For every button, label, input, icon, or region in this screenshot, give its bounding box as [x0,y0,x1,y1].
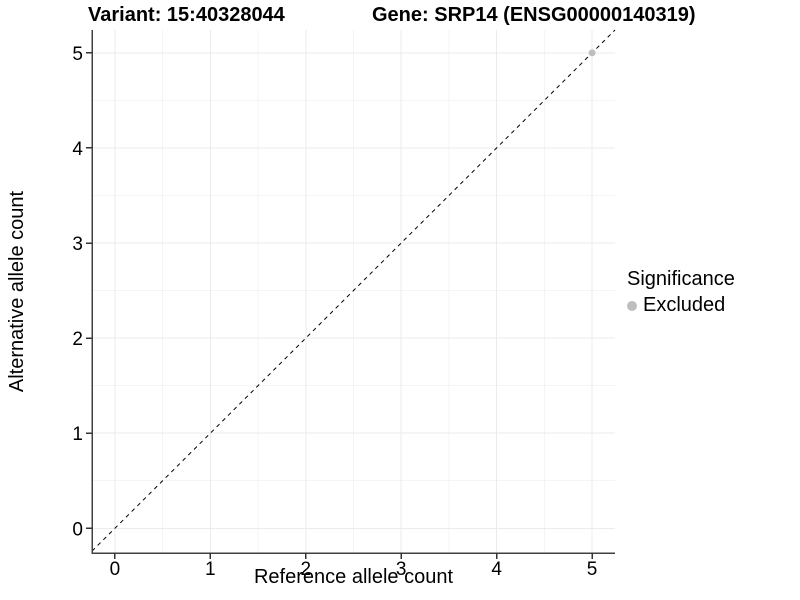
plot-title-variant: Variant: 15:40328044 [88,4,285,26]
legend-entry-label: Excluded [643,294,726,316]
x-tick-label: 4 [491,559,502,580]
y-tick-label: 0 [72,519,83,540]
identity-line [91,29,616,552]
y-tick-label: 1 [72,424,83,445]
x-tick-label: 1 [205,559,216,580]
legend-title: Significance [627,268,735,290]
legend-entry-excluded: Excluded [627,294,735,317]
x-axis-title: Reference allele count [253,566,453,588]
y-axis-title: Alternative allele count [6,190,28,393]
y-tick-label: 2 [72,329,83,350]
plot-title-gene: Gene: SRP14 (ENSG00000140319) [372,4,696,26]
y-tick-label: 3 [72,234,83,255]
x-tick-label: 5 [587,559,598,580]
legend-point-icon [627,300,637,311]
legend: Significance Excluded [627,268,735,317]
data-point [588,49,596,57]
x-tick-label: 2 [300,559,311,580]
y-tick-label: 4 [72,139,83,160]
x-tick-label: 0 [110,559,121,580]
y-tick-label: 5 [72,44,83,65]
x-tick-label: 3 [396,559,407,580]
